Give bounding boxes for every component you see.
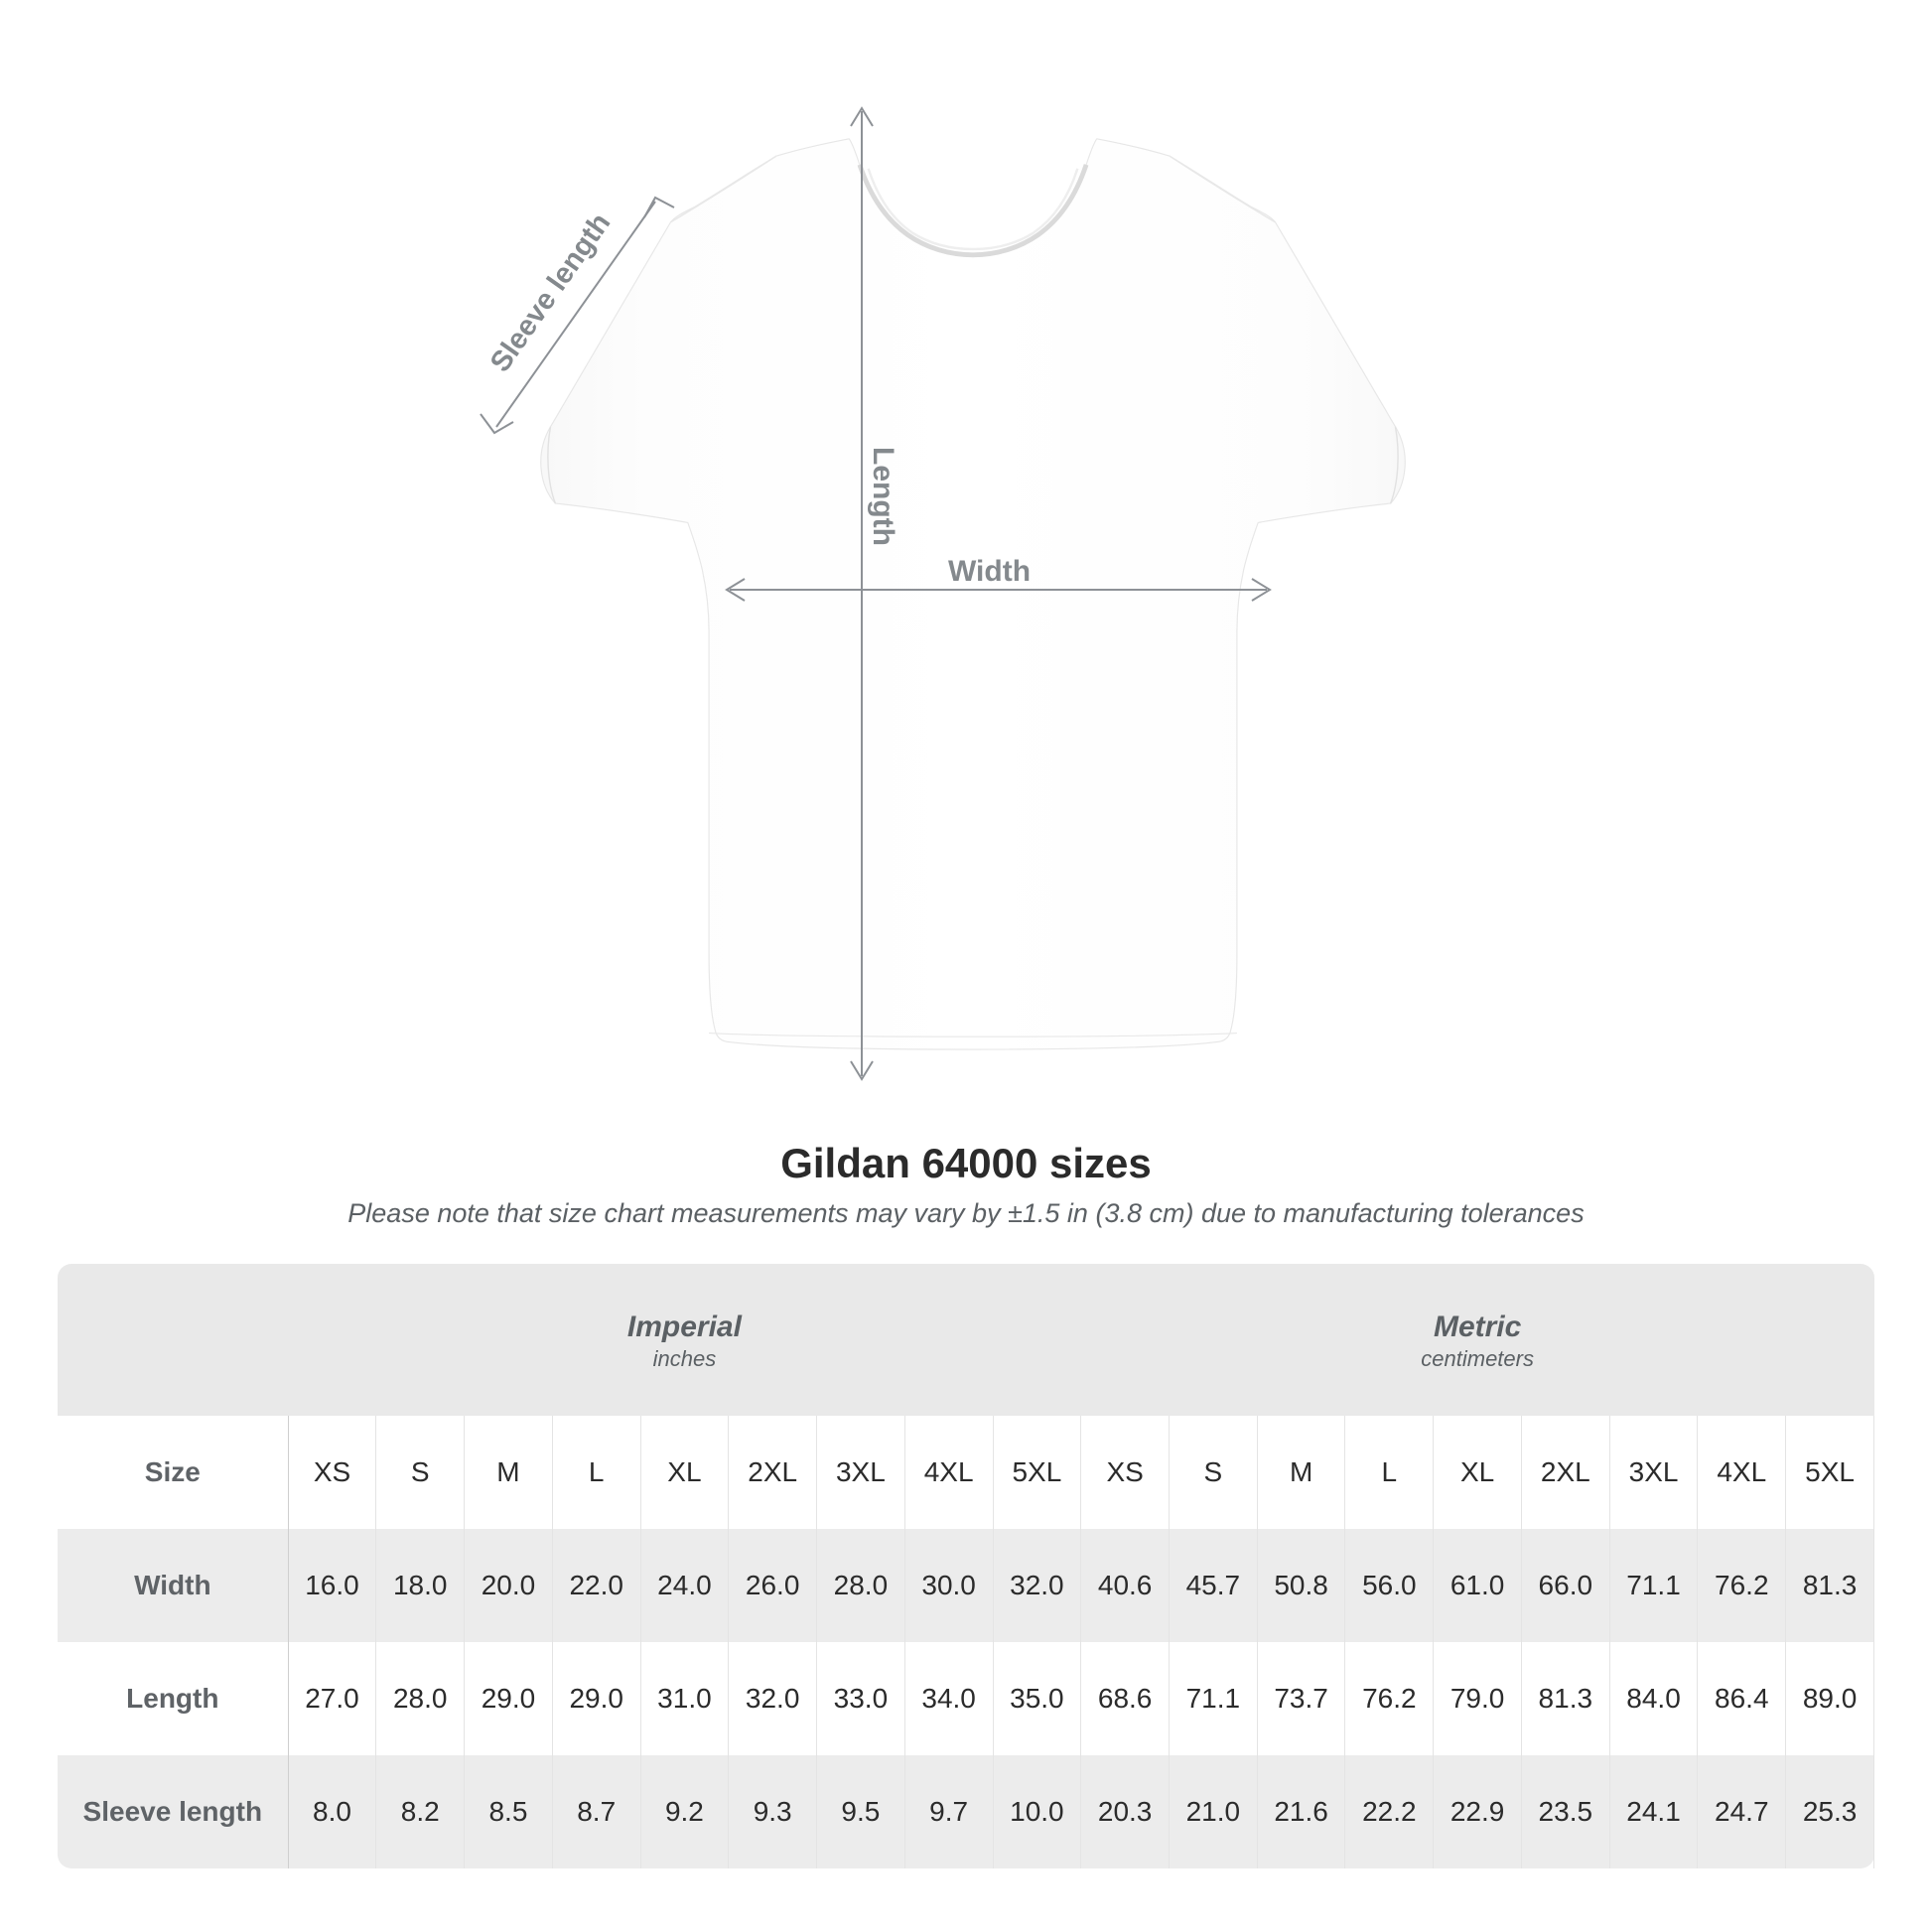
svg-text:Width: Width	[948, 555, 1031, 588]
svg-text:Length: Length	[867, 447, 899, 546]
